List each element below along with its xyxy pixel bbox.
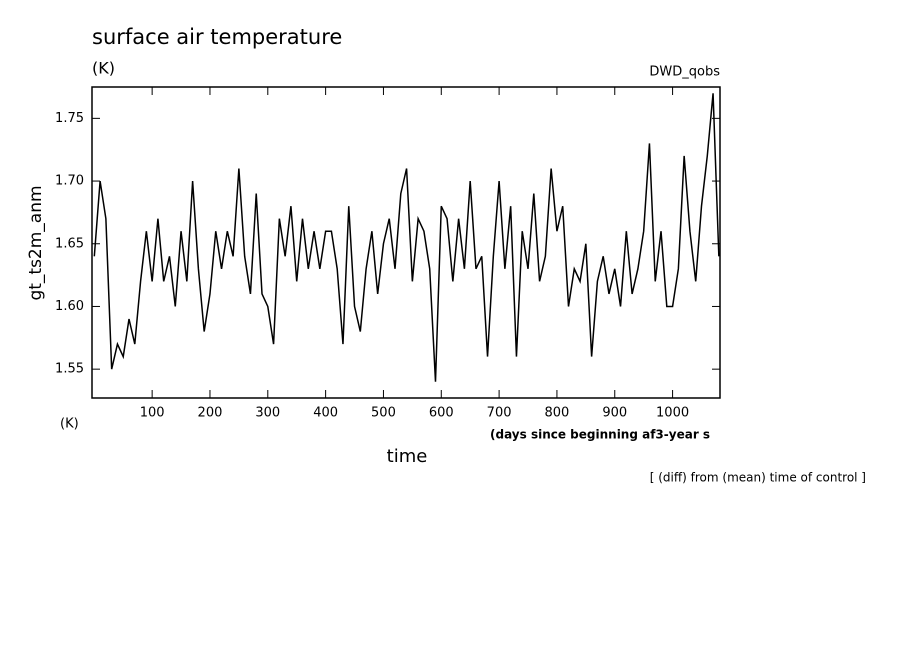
x-note: (days since beginning af3-year s xyxy=(490,428,710,442)
x-tick-label: 200 xyxy=(198,406,223,421)
x-axis-label: time xyxy=(387,446,428,467)
source-label: DWD_qobs xyxy=(649,65,720,80)
chart-title: surface air temperature xyxy=(92,25,342,49)
x-tick-label: 300 xyxy=(255,406,280,421)
y-unit: (K) xyxy=(60,417,79,432)
x-tick-label: 500 xyxy=(371,406,396,421)
x-tick-label: 900 xyxy=(602,406,627,421)
plot-frame xyxy=(91,86,721,399)
y-axis-label: gt_ts2m_anm xyxy=(26,185,46,300)
y-tick-label: 1.75 xyxy=(55,111,84,126)
x-tick-label: 800 xyxy=(545,406,570,421)
footnote: [ (diff) from (mean) time of control ] xyxy=(650,471,866,485)
y-tick-label: 1.70 xyxy=(55,174,84,189)
subtitle: (K) xyxy=(92,59,115,78)
x-tick-label: 700 xyxy=(487,406,512,421)
x-tick-label: 600 xyxy=(429,406,454,421)
x-tick-label: 400 xyxy=(313,406,338,421)
data-line xyxy=(93,93,720,382)
y-tick-label: 1.60 xyxy=(55,299,84,314)
x-tick-label: 1000 xyxy=(656,406,689,421)
x-tick-label: 100 xyxy=(140,406,165,421)
y-tick-label: 1.55 xyxy=(55,362,84,377)
y-tick-label: 1.65 xyxy=(55,236,84,251)
